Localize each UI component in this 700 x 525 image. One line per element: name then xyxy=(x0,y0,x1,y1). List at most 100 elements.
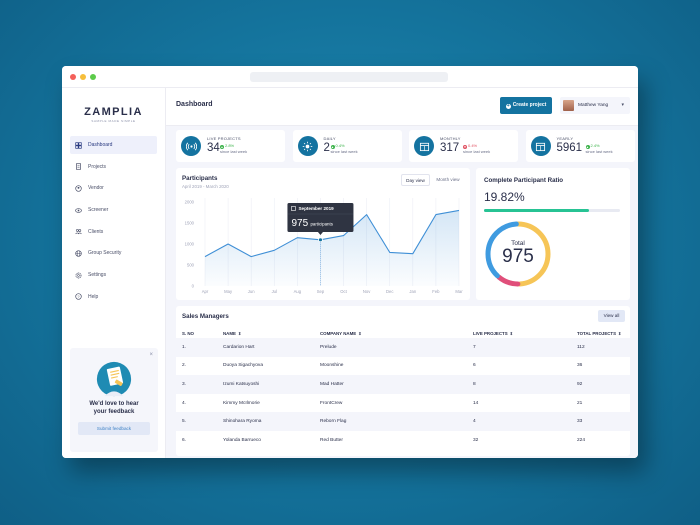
table-header-row: S. NO NAME ⬍ COMPANY NAME ⬍ LIVE PROJECTS ⬍… xyxy=(176,328,630,338)
sidebar-item-dashboard[interactable]: Dashboard xyxy=(70,136,157,154)
plus-icon: + xyxy=(505,102,511,109)
participants-subtitle: April 2019 - March 2020 xyxy=(182,184,229,189)
tooltip-month: September 2019 xyxy=(298,206,334,211)
arrow-up-icon: ▲ xyxy=(330,144,335,149)
participants-title: Participants xyxy=(182,175,218,182)
sort-icon: ⬍ xyxy=(237,330,242,336)
cell-live: 14 xyxy=(473,400,479,406)
arrow-up-icon: ▲ xyxy=(585,144,590,149)
cell-company: Mad Hatter xyxy=(320,381,344,387)
sun-icon xyxy=(297,136,318,156)
sidebar-nav: Dashboard Projects Vendor Screener Clien… xyxy=(62,136,165,306)
tooltip-box xyxy=(287,203,354,232)
x-tick-label: Feb xyxy=(432,289,440,294)
stats-row: LIVE PROJECTS 34 ▲ 2.8% since last week D… xyxy=(176,130,638,162)
cell-live: 4 xyxy=(473,419,476,425)
sidebar-item-vendor[interactable]: Vendor xyxy=(70,179,157,197)
feedback-illustration-icon xyxy=(96,361,132,397)
stat-card-monthly: MONTHLY 317 ▼ 0.4% since last week xyxy=(409,130,518,162)
cell-total: 33 xyxy=(577,419,583,425)
sidebar-item-label: Screener xyxy=(88,207,109,214)
sales-title: Sales Managers xyxy=(182,313,229,320)
table-row[interactable]: 6. Yolanda Barrueco Red Butter 32 224 xyxy=(176,431,630,450)
x-tick-label: Oct xyxy=(340,289,347,294)
sidebar-item-label: Projects xyxy=(88,163,107,170)
month-view-toggle[interactable]: Month view xyxy=(436,177,460,182)
address-bar[interactable] xyxy=(250,72,448,82)
create-project-label: Create project xyxy=(512,102,547,108)
x-tick-label: Apr xyxy=(202,289,209,294)
table-row[interactable]: 4. Kimmy McIlmorie FrontCrew 14 21 xyxy=(176,394,630,413)
column-header-total-projects[interactable]: TOTAL PROJECTS ⬍ xyxy=(571,328,630,338)
cell-total: 36 xyxy=(577,363,583,369)
stat-label: MONTHLY xyxy=(440,136,461,141)
globe-icon xyxy=(75,250,82,257)
document-icon xyxy=(75,163,82,170)
sidebar-item-label: Help xyxy=(88,293,99,300)
stat-card-daily: DAILY 2 ▲ 0.4% since last week xyxy=(292,130,402,162)
sidebar-item-help[interactable]: ? Help xyxy=(70,288,157,306)
logo-tagline: SAMPLE MADE SIMPLE xyxy=(91,119,136,123)
y-tick-label: 500 xyxy=(187,263,195,268)
cell-sno: 6. xyxy=(182,437,187,443)
y-tick-label: 1000 xyxy=(185,242,195,247)
stat-since: since last week xyxy=(220,149,248,154)
user-name: Matthew Yang xyxy=(578,103,609,108)
page-title: Dashboard xyxy=(176,101,213,108)
stat-change: ▲ 2.4% xyxy=(585,143,600,149)
participants-card: Participants April 2019 - March 2020 Day… xyxy=(176,168,470,300)
submit-feedback-button[interactable]: Submit feedback xyxy=(78,422,150,435)
sidebar: ZAMPLIA SAMPLE MADE SIMPLE Dashboard Pro… xyxy=(62,88,166,458)
sort-icon: ⬍ xyxy=(618,330,622,336)
ratio-progress-fill xyxy=(484,209,589,212)
sidebar-item-settings[interactable]: Settings xyxy=(70,266,157,284)
maximize-window-button[interactable] xyxy=(90,74,96,80)
stat-change-value: 2.4% xyxy=(590,143,600,148)
table-row[interactable]: 5. Shinohara Ryoma Reborn Flag 4 33 xyxy=(176,412,630,431)
sidebar-item-label: Settings xyxy=(88,272,107,279)
stat-value: 5961 xyxy=(556,142,583,154)
header: Dashboard + Create project Matthew Yang ▾ xyxy=(166,88,638,126)
sidebar-item-projects[interactable]: Projects xyxy=(70,158,157,176)
y-tick-label: 2000 xyxy=(185,200,195,205)
broadcast-icon xyxy=(181,136,201,156)
tooltip-value: 975 xyxy=(291,218,308,229)
column-header-live-projects[interactable]: LIVE PROJECTS ⬍ xyxy=(467,328,571,338)
donut-segment-2 xyxy=(485,221,551,287)
column-label: COMPANY NAME xyxy=(320,330,357,336)
y-tick-label: 0 xyxy=(192,284,195,289)
sales-managers-card: Sales Managers View all S. NO NAME ⬍ COMP… xyxy=(176,306,630,456)
stat-change-value: 2.8% xyxy=(225,143,235,148)
column-header-name[interactable]: NAME ⬍ xyxy=(217,328,314,338)
column-header-company[interactable]: COMPANY NAME ⬍ xyxy=(314,328,467,338)
feedback-card: × We'd love to hear your feedback Submit… xyxy=(70,348,158,452)
stat-since: since last week xyxy=(463,149,491,154)
close-window-button[interactable] xyxy=(70,74,76,80)
sidebar-item-screener[interactable]: Screener xyxy=(70,201,157,219)
sidebar-item-clients[interactable]: Clients xyxy=(70,223,157,241)
create-project-button[interactable]: + Create project xyxy=(500,97,552,114)
table-row[interactable]: 3. Izumi Katsuyoshi Mad Hatter 8 92 xyxy=(176,375,630,394)
stat-value: 2 xyxy=(323,142,330,154)
user-menu[interactable]: Matthew Yang ▾ xyxy=(560,97,630,114)
participants-area xyxy=(205,210,459,286)
cell-company: Reborn Flag xyxy=(320,419,347,425)
table-row[interactable]: 1. Cardarion Hart Prelude 7 112 xyxy=(176,338,630,357)
stat-change: ▲ 2.8% xyxy=(220,143,234,149)
table-row[interactable]: 2. Duoya Sigachyova Moonshine 6 36 xyxy=(176,357,630,376)
feedback-text: We'd love to hear your feedback xyxy=(70,400,158,416)
calendar-icon xyxy=(291,206,296,211)
close-icon[interactable]: × xyxy=(149,352,153,358)
logo[interactable]: ZAMPLIA SAMPLE MADE SIMPLE xyxy=(62,88,165,134)
calendar-icon xyxy=(530,136,551,156)
day-view-toggle[interactable]: Day view xyxy=(401,174,430,186)
view-all-button[interactable]: View all xyxy=(598,310,625,322)
x-tick-label: Nov xyxy=(363,289,371,294)
arrow-down-icon: ▼ xyxy=(463,144,467,149)
sidebar-item-group-security[interactable]: Group Security xyxy=(70,244,157,262)
minimize-window-button[interactable] xyxy=(80,74,86,80)
stat-change-value: 0.4% xyxy=(335,143,345,148)
cell-total: 92 xyxy=(577,381,583,387)
sidebar-item-label: Group Security xyxy=(88,250,122,257)
gear-icon xyxy=(75,272,82,279)
